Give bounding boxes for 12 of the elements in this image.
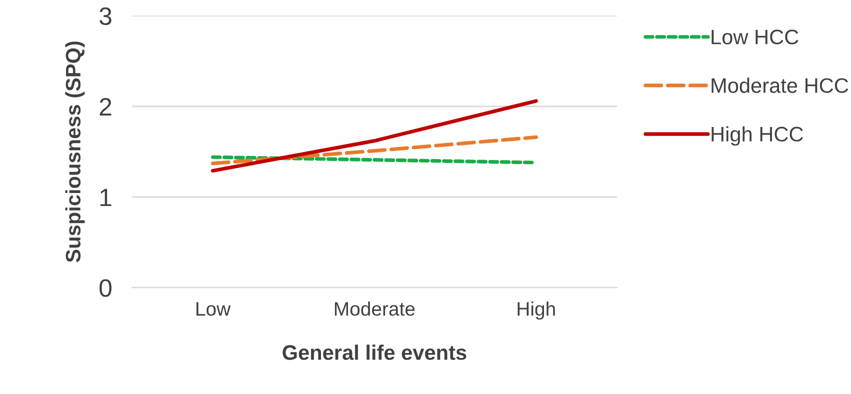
y-tick-label: 1 — [100, 188, 112, 206]
legend-label: Low HCC — [712, 30, 798, 44]
y-axis-title: Suspiciousness (SPQ) — [65, 42, 85, 262]
legend-label: Moderate HCC — [712, 78, 848, 93]
x-tick-label: Low — [196, 302, 231, 316]
y-tick-label: 3 — [100, 7, 112, 26]
x-axis-title: General life events — [282, 344, 466, 360]
legend-label: High HCC — [712, 126, 803, 146]
y-tick-label: 2 — [100, 98, 112, 116]
x-tick-label: Moderate — [334, 302, 415, 316]
x-tick-label: High — [518, 302, 555, 320]
y-tick-label: 0 — [100, 279, 112, 297]
